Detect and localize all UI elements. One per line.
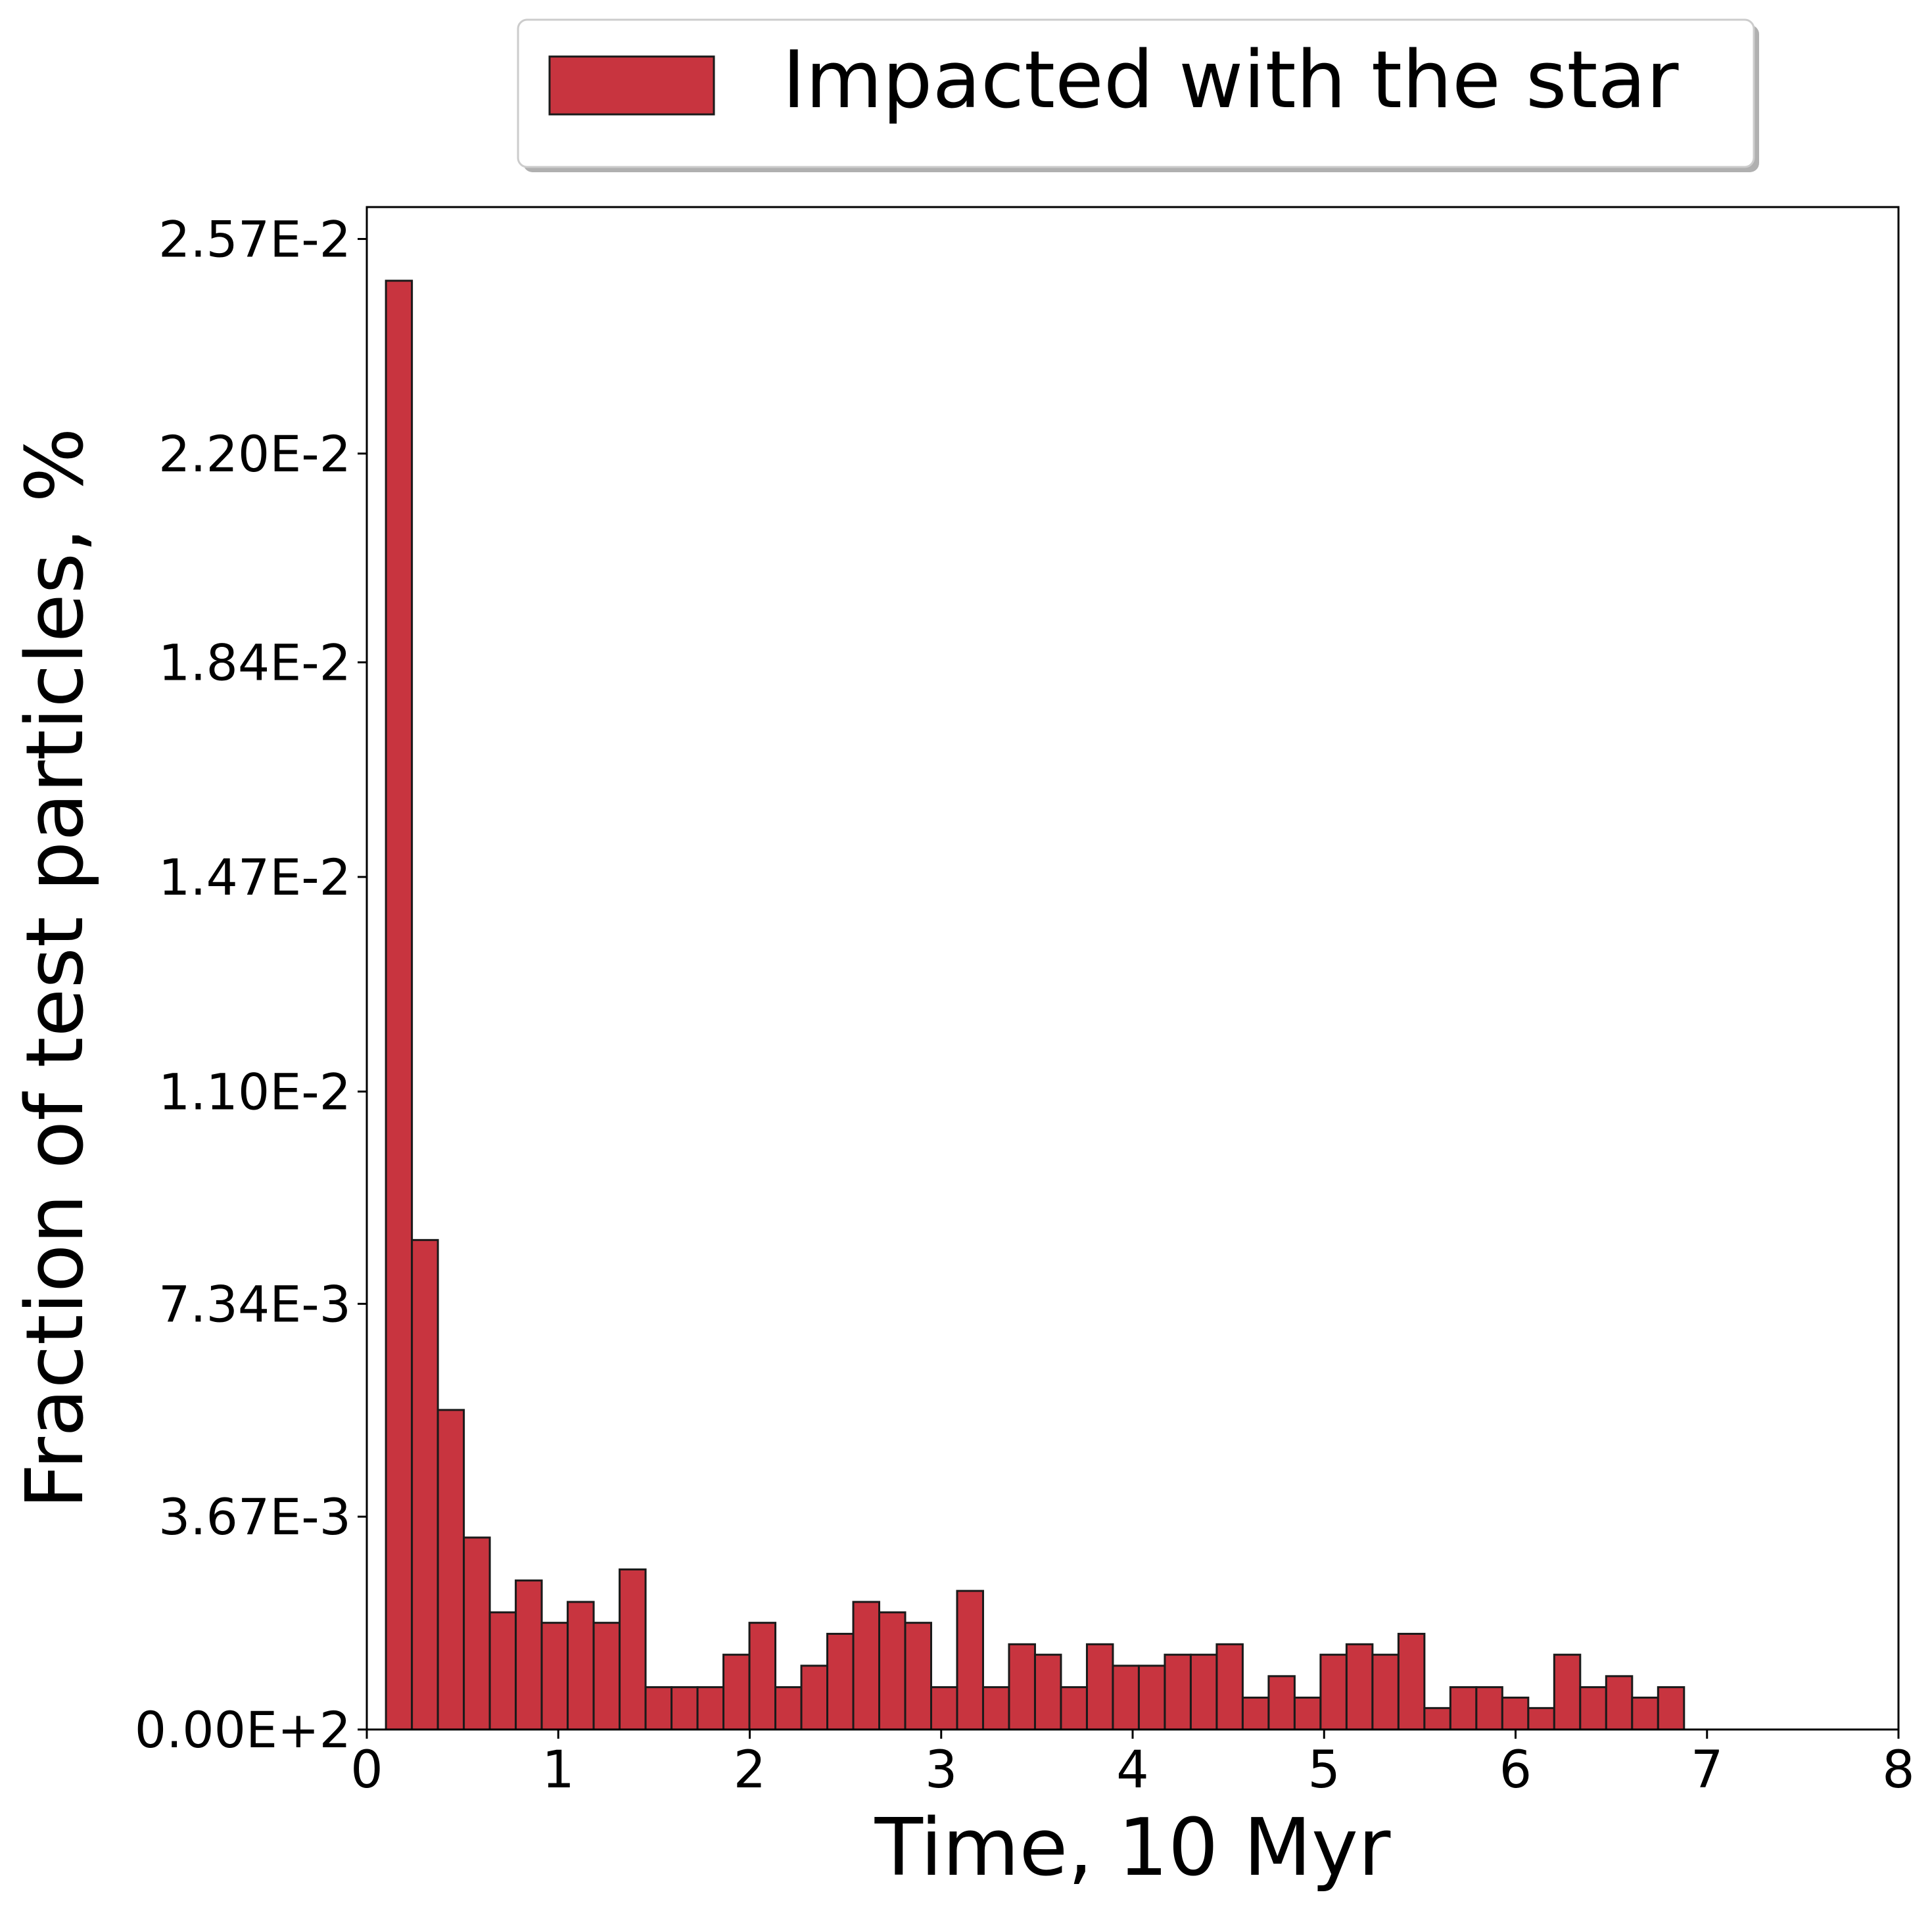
histogram-bar bbox=[619, 1568, 647, 1731]
histogram-bar bbox=[1008, 1643, 1036, 1731]
histogram-bar bbox=[1033, 1653, 1062, 1731]
y-axis-ticks: 0.00E+2 3.67E-3 7.34E-3 1.10E-2 1.47E-2 1.84E… bbox=[135, 210, 367, 1759]
histogram-bar bbox=[1085, 1643, 1114, 1731]
histogram-bar bbox=[930, 1686, 958, 1731]
histogram-bar bbox=[1112, 1664, 1140, 1731]
histogram-bar bbox=[1319, 1653, 1348, 1731]
x-axis-ticks: 0 1 2 3 4 5 6 7 8 bbox=[350, 1730, 1915, 1800]
y-tick-label: 2.57E-2 bbox=[158, 210, 351, 269]
y-tick-label: 1.84E-2 bbox=[158, 634, 351, 692]
histogram-bar bbox=[436, 1409, 465, 1731]
y-tick-label: 0.00E+2 bbox=[135, 1701, 351, 1759]
histogram-bar bbox=[1605, 1675, 1634, 1731]
x-tick-label: 3 bbox=[925, 1741, 958, 1800]
bars-group bbox=[385, 279, 1685, 1731]
histogram-bar bbox=[644, 1686, 673, 1731]
y-axis-label: Fraction of test particles, % bbox=[10, 428, 101, 1509]
y-tick-label: 1.10E-2 bbox=[158, 1062, 351, 1121]
histogram-bar bbox=[1215, 1643, 1244, 1731]
histogram-bar bbox=[411, 1238, 439, 1731]
histogram-bar bbox=[1501, 1696, 1530, 1731]
histogram-bar bbox=[1579, 1686, 1607, 1731]
histogram-bar bbox=[540, 1622, 569, 1731]
histogram-bar bbox=[852, 1601, 881, 1731]
histogram-bar bbox=[826, 1632, 855, 1731]
x-tick-label: 2 bbox=[734, 1741, 766, 1800]
plot-frame bbox=[365, 206, 1900, 1731]
x-tick-label: 8 bbox=[1882, 1741, 1915, 1800]
histogram-bar bbox=[488, 1611, 517, 1731]
histogram-bar bbox=[800, 1664, 829, 1731]
legend-label: Impacted with the star bbox=[782, 35, 1679, 126]
histogram-bar bbox=[1397, 1632, 1426, 1731]
histogram-bar bbox=[567, 1601, 595, 1731]
histogram-bar bbox=[463, 1536, 491, 1731]
x-tick-label: 4 bbox=[1116, 1741, 1149, 1800]
histogram-bar bbox=[1449, 1686, 1478, 1731]
histogram-bar bbox=[1189, 1653, 1218, 1731]
histogram-bar bbox=[1241, 1696, 1270, 1731]
histogram-bar bbox=[1527, 1707, 1555, 1731]
histogram-bar bbox=[981, 1686, 1010, 1731]
histogram-bar bbox=[748, 1622, 777, 1731]
histogram-bar bbox=[1164, 1653, 1192, 1731]
histogram-bar bbox=[1657, 1686, 1685, 1731]
x-axis-label: Time, 10 Myr bbox=[874, 1802, 1391, 1894]
histogram-bar bbox=[1345, 1643, 1374, 1731]
legend: Impacted with the star bbox=[517, 18, 1759, 172]
x-tick-label: 7 bbox=[1691, 1741, 1724, 1800]
y-tick-label: 1.47E-2 bbox=[158, 848, 351, 906]
histogram-bar bbox=[1267, 1675, 1296, 1731]
legend-swatch bbox=[548, 55, 715, 116]
histogram-bar bbox=[1475, 1686, 1503, 1731]
histogram-bar bbox=[671, 1686, 699, 1731]
histogram-bar bbox=[592, 1622, 621, 1731]
histogram-bar bbox=[1423, 1707, 1451, 1731]
y-tick-label: 2.20E-2 bbox=[158, 425, 351, 483]
histogram-bar bbox=[1137, 1664, 1166, 1731]
y-tick-label: 7.34E-3 bbox=[158, 1275, 351, 1333]
histogram-bar bbox=[722, 1653, 751, 1731]
histogram-bar bbox=[956, 1589, 984, 1731]
x-tick-label: 6 bbox=[1499, 1741, 1532, 1800]
histogram-bar bbox=[1293, 1696, 1322, 1731]
histogram-bar bbox=[1371, 1653, 1400, 1731]
x-tick-label: 0 bbox=[350, 1741, 383, 1800]
histogram-bar bbox=[774, 1686, 803, 1731]
histogram-bar bbox=[1060, 1686, 1088, 1731]
histogram-bar bbox=[1631, 1696, 1659, 1731]
histogram-bar bbox=[1553, 1653, 1582, 1731]
y-tick-label: 3.67E-3 bbox=[158, 1488, 351, 1546]
x-tick-label: 5 bbox=[1308, 1741, 1340, 1800]
histogram-bar bbox=[904, 1622, 932, 1731]
histogram-bar bbox=[878, 1611, 907, 1731]
legend-box bbox=[517, 18, 1755, 168]
histogram-bar bbox=[696, 1686, 725, 1731]
histogram-bar bbox=[385, 279, 413, 1731]
histogram-bar bbox=[515, 1579, 543, 1731]
x-tick-label: 1 bbox=[542, 1741, 575, 1800]
